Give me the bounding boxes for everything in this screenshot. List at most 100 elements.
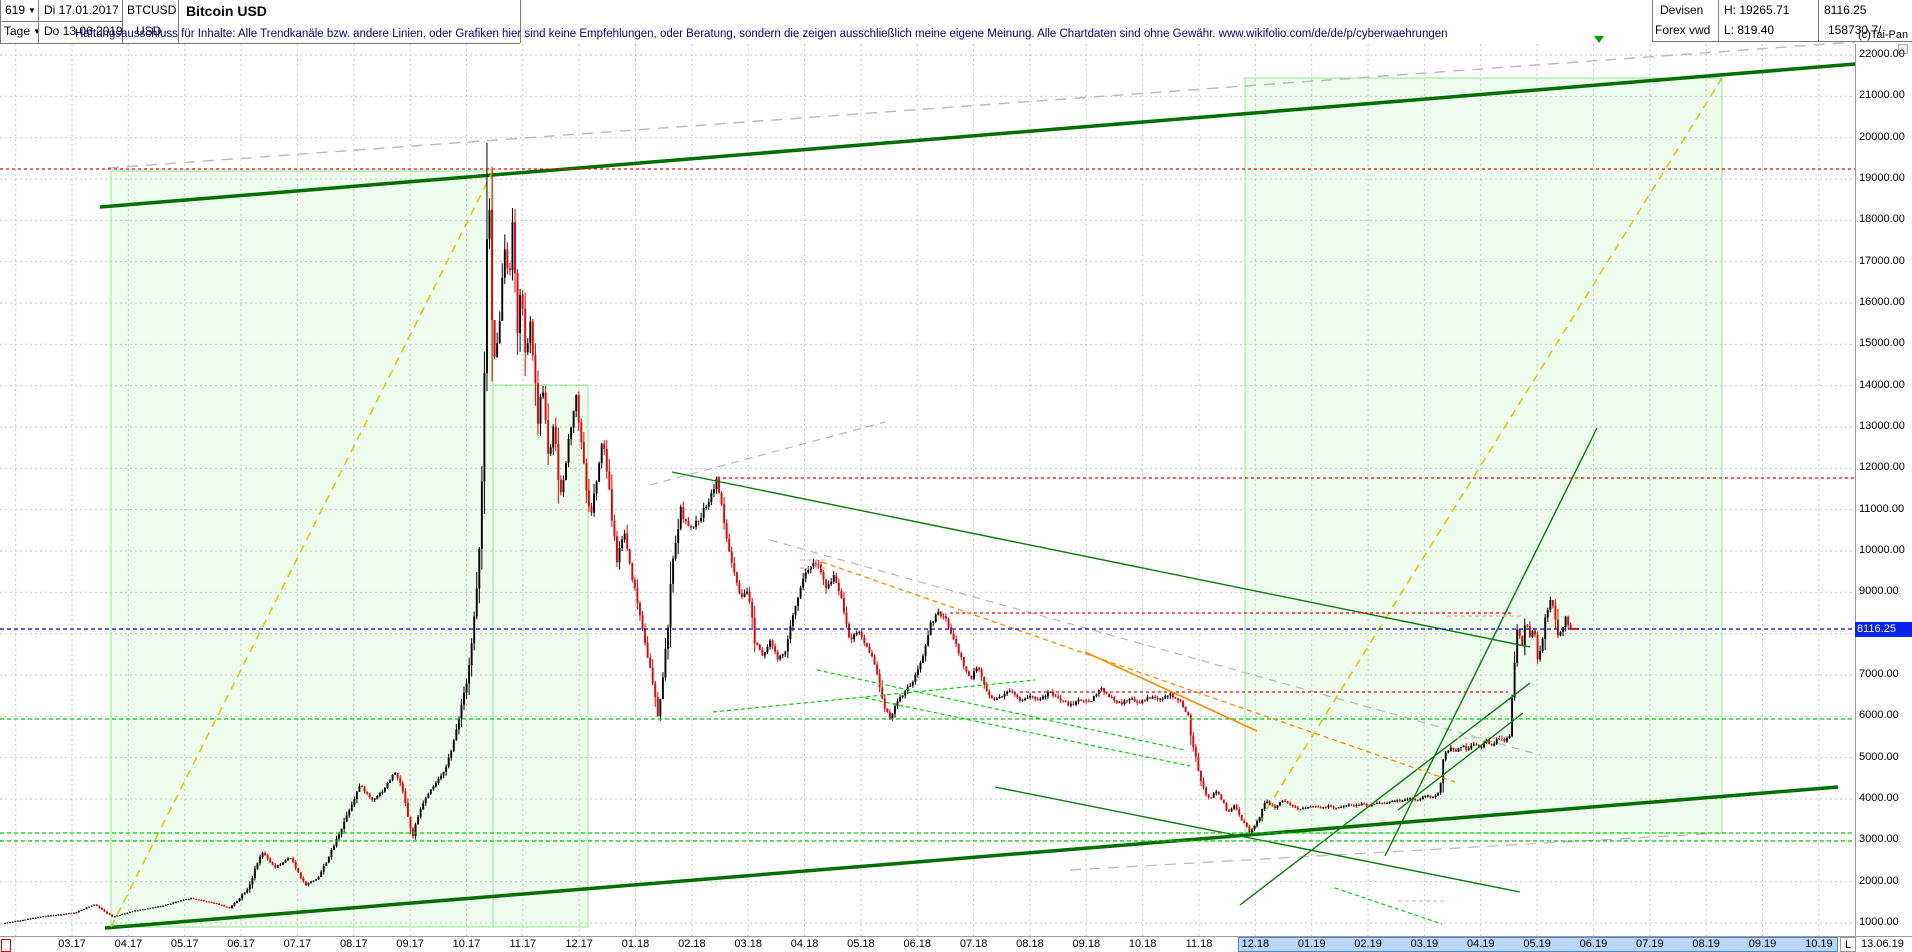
y-axis-label: 5000.00 (1859, 750, 1899, 763)
x-axis-label: 10.17 (452, 938, 481, 950)
trendline-gray-dash (107, 41, 1856, 169)
x-axis-label: 03.19 (1410, 938, 1439, 950)
y-axis-label: 4000.00 (1859, 791, 1899, 804)
trendline-green-thin (1384, 427, 1598, 857)
y-axis-label: 18000.00 (1859, 213, 1905, 226)
bars-count-dropdown[interactable]: 619 ▼ (5, 0, 36, 21)
x-axis-label: 06.18 (903, 938, 932, 950)
x-axis-label: 03.18 (734, 938, 762, 950)
last-bar-marker: L (1840, 937, 1856, 952)
y-axis-label: 21000.00 (1859, 89, 1905, 102)
x-axis-label: 09.19 (1748, 938, 1777, 950)
x-axis-label: 10.18 (1128, 938, 1157, 950)
axis-end-date: 13.06.19 (1861, 938, 1904, 950)
x-axis-label: 04.17 (114, 938, 143, 950)
x-axis-label: 05.19 (1523, 938, 1551, 950)
x-axis-label: 11.18 (1185, 938, 1213, 950)
position-marker-icon (1594, 36, 1604, 43)
y-axis-label: 11000.00 (1859, 502, 1905, 515)
symbol[interactable]: BTCUSD (127, 3, 177, 17)
trendline-gray-dash (649, 421, 886, 486)
feed-label: Forex vwd (1655, 23, 1711, 37)
x-axis-label: 09.17 (396, 938, 424, 950)
last-date[interactable]: Do 13.06.2019 (44, 24, 123, 38)
x-axis-label: 01.18 (621, 938, 650, 950)
x-axis-label: 12.18 (1241, 938, 1270, 950)
y-axis-label: 10000.00 (1859, 543, 1905, 556)
trendline-gray-dash (769, 539, 1541, 756)
x-axis-label: 11.17 (509, 938, 537, 950)
y-axis-label: 19000.00 (1859, 171, 1905, 184)
candles (4, 142, 1572, 924)
first-date[interactable]: Di 17.01.2017 (44, 3, 119, 17)
current-price-tag: 8116.25 (1855, 621, 1912, 637)
resize-handle[interactable] (1898, 44, 1908, 54)
y-axis-label: 17000.00 (1859, 254, 1905, 267)
x-axis-label: 12.17 (565, 938, 593, 950)
trendline-orange (821, 561, 1456, 783)
page-title: Bitcoin USD (186, 3, 267, 19)
trendline-green-dash (864, 697, 1191, 767)
trendline-green-thick (104, 785, 1839, 930)
x-axis-label: 05.18 (847, 938, 875, 950)
last-price: 8116.25 (1824, 3, 1867, 17)
x-axis-label: 06.17 (227, 938, 255, 950)
axis-start-marker (1, 939, 11, 952)
trendline-green-dash (1334, 887, 1443, 925)
y-axis-label: 7000.00 (1859, 667, 1899, 680)
x-axis-label: 02.19 (1354, 938, 1382, 950)
y-axis-label: 13000.00 (1859, 419, 1905, 432)
x-axis-label: 08.18 (1016, 938, 1044, 950)
copyright-label: (c)Tai-Pan (1858, 29, 1909, 41)
disclaimer-text: Haftungsausschluss für Inhalte: Alle Tre… (75, 28, 1448, 40)
y-axis-label: 1000.00 (1859, 915, 1899, 928)
y-axis-label: 12000.00 (1859, 461, 1905, 474)
trend-box (1244, 77, 1723, 834)
y-axis-label: 14000.00 (1859, 378, 1905, 391)
time-axis[interactable]: 03.17 04.17 05.17 06.17 07.17 08.17 09.17 10.17… (0, 936, 1912, 952)
currency: USD (136, 24, 162, 38)
trendline-yellow-dash (110, 170, 494, 928)
y-axis-label: 22000.00 (1859, 48, 1905, 60)
chevron-down-icon: ▼ (28, 6, 36, 15)
x-axis-label: 02.18 (678, 938, 706, 950)
chevron-down-icon: ▼ (33, 27, 41, 36)
trendline-green-dash (816, 669, 1186, 751)
y-axis-label: 6000.00 (1859, 709, 1899, 722)
x-axis-label: 05.17 (170, 938, 199, 950)
x-axis-label: 08.19 (1692, 938, 1720, 950)
x-axis-label: 04.18 (790, 938, 819, 950)
x-axis-label: 03.17 (58, 938, 86, 950)
y-axis-label: 9000.00 (1859, 585, 1899, 598)
y-axis-label: 2000.00 (1859, 874, 1899, 887)
trendline-green-thin (671, 471, 1531, 648)
x-axis-label: 10.19 (1805, 938, 1833, 950)
trend-box (492, 384, 589, 928)
x-axis-label: 09.18 (1072, 938, 1101, 950)
y-axis-label: 3000.00 (1859, 833, 1899, 846)
trendline-orange (1084, 651, 1258, 732)
x-axis-label: 08.17 (339, 938, 368, 950)
exchange-label: Devisen (1660, 3, 1704, 17)
y-axis-label: 20000.00 (1859, 130, 1905, 143)
x-axis-label: 06.19 (1579, 938, 1608, 950)
trendline-green-thin (994, 786, 1521, 893)
x-axis-label: 04.19 (1466, 938, 1495, 950)
y-axis-label: 16000.00 (1859, 295, 1905, 308)
x-axis-label: 01.19 (1297, 938, 1326, 950)
period-high: H: 19265.71 (1724, 3, 1790, 17)
period-low: L: 819.40 (1724, 23, 1775, 37)
period-dropdown[interactable]: Tage ▼ (4, 21, 41, 42)
x-axis-label: 07.19 (1636, 938, 1664, 950)
trendline-green-dash (712, 679, 1036, 713)
trendline-green-thick (99, 62, 1856, 209)
x-axis-label: 07.18 (959, 938, 988, 950)
volume: 158730.7/ (1828, 23, 1882, 37)
trendline-green-thin (1239, 682, 1531, 906)
trendline-gray-dash (1069, 832, 1723, 871)
trendline-green-thin (1397, 712, 1524, 811)
y-axis-label: 15000.00 (1859, 337, 1905, 350)
x-axis-label: 07.17 (283, 938, 312, 950)
